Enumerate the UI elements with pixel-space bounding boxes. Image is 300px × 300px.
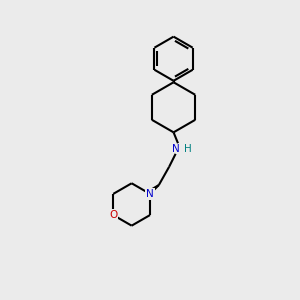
Text: H: H <box>184 143 191 154</box>
Text: N: N <box>172 143 179 154</box>
Text: N: N <box>146 189 154 199</box>
Text: O: O <box>109 210 117 220</box>
